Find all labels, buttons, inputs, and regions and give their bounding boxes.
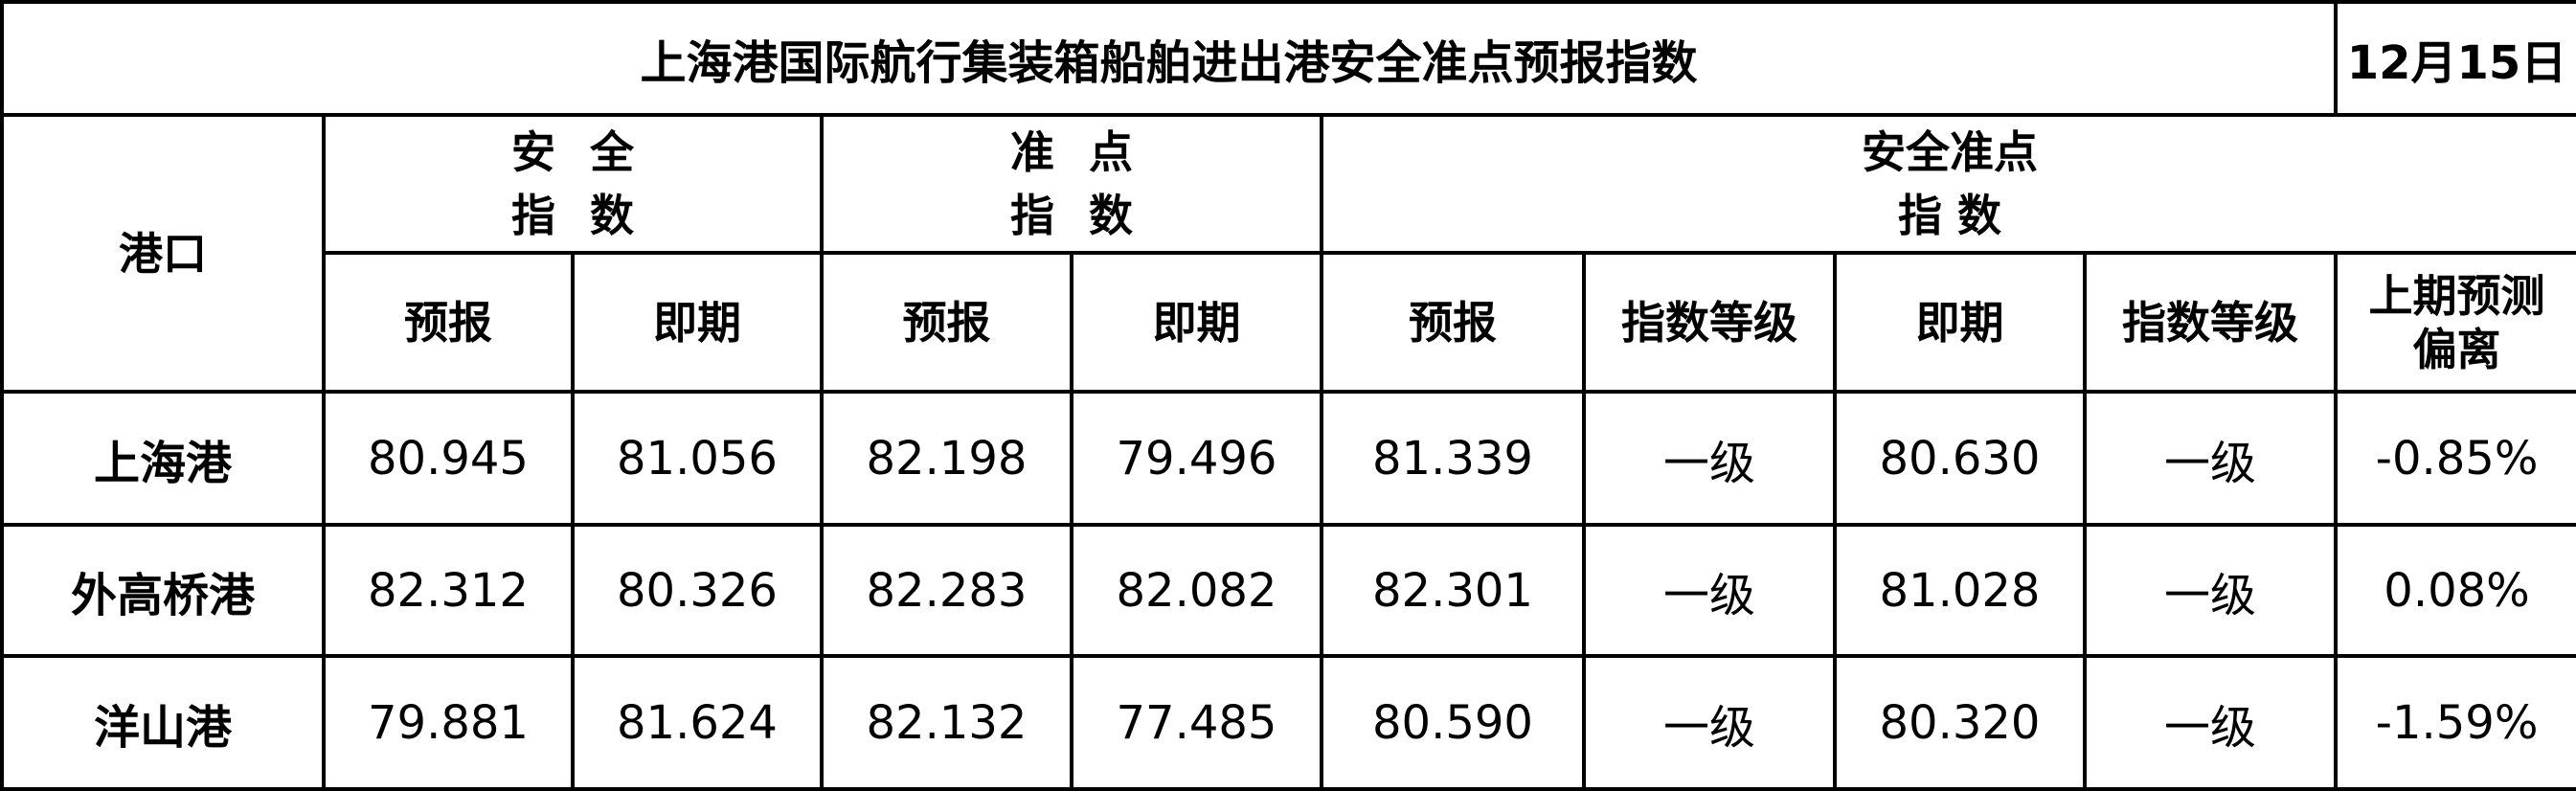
header-current-grade: 指数等级	[2082, 251, 2339, 394]
header-deviation-line2: 偏离	[2412, 323, 2501, 375]
combined-forecast: 81.339	[1320, 390, 1586, 527]
header-deviation: 上期预测 偏离	[2334, 251, 2576, 394]
header-combined-current: 即期	[1833, 251, 2087, 394]
current-grade: 一级	[2082, 390, 2339, 527]
port-name: 外高桥港	[0, 523, 326, 658]
current-grade: 一级	[2082, 654, 2339, 791]
safety-current: 81.624	[571, 654, 824, 791]
port-name: 洋山港	[0, 654, 326, 791]
safety-forecast: 80.945	[322, 390, 575, 527]
table-row: 洋山港 79.881 81.624 82.132 77.485 80.590 一…	[0, 654, 2576, 791]
header-punctual-line2: 指数	[1010, 190, 1167, 241]
deviation: 0.08%	[2334, 523, 2576, 658]
header-safety-line2: 指数	[511, 190, 668, 241]
forecast-grade: 一级	[1582, 523, 1837, 658]
header-combined-forecast: 预报	[1320, 251, 1586, 394]
port-name: 上海港	[0, 390, 326, 527]
deviation: -0.85%	[2334, 390, 2576, 527]
safety-forecast: 79.881	[322, 654, 575, 791]
punctual-forecast: 82.283	[820, 523, 1073, 658]
punctual-current: 82.082	[1070, 523, 1323, 658]
header-combined-line1: 安全准点	[1862, 126, 2039, 178]
header-safety-forecast: 预报	[322, 251, 575, 394]
header-punctual-line1: 准点	[1010, 126, 1167, 178]
combined-current: 80.630	[1833, 390, 2087, 527]
safety-current: 81.056	[571, 390, 824, 527]
table-row: 上海港 80.945 81.056 82.198 79.496 81.339 一…	[0, 390, 2576, 527]
combined-forecast: 82.301	[1320, 523, 1586, 658]
header-punctual-forecast: 预报	[820, 251, 1073, 394]
table-title: 上海港国际航行集装箱船舶进出港安全准点预报指数	[0, 0, 2339, 117]
punctual-forecast: 82.198	[820, 390, 1073, 527]
header-forecast-grade: 指数等级	[1582, 251, 1837, 394]
combined-forecast: 80.590	[1320, 654, 1586, 791]
safety-current: 80.326	[571, 523, 824, 658]
forecast-grade: 一级	[1582, 654, 1837, 791]
table-row: 外高桥港 82.312 80.326 82.283 82.082 82.301 …	[0, 523, 2576, 658]
header-safety-line1: 安全	[511, 126, 668, 178]
punctual-forecast: 82.132	[820, 654, 1073, 791]
punctual-current: 77.485	[1070, 654, 1323, 791]
current-grade: 一级	[2082, 523, 2339, 658]
header-combined-index: 安全准点 指 数	[1319, 113, 2576, 255]
header-combined-line2: 指 数	[1898, 190, 2002, 241]
header-port: 港口	[0, 113, 326, 394]
header-safety-index: 安全 指数	[322, 113, 824, 255]
combined-current: 80.320	[1833, 654, 2087, 791]
forecast-grade: 一级	[1582, 390, 1837, 527]
report-date: 12月15日	[2334, 0, 2576, 117]
punctual-current: 79.496	[1070, 390, 1323, 527]
combined-current: 81.028	[1833, 523, 2087, 658]
header-punctual-current: 即期	[1070, 251, 1323, 394]
header-deviation-line1: 上期预测	[2368, 269, 2545, 322]
safety-forecast: 82.312	[322, 523, 575, 658]
deviation: -1.59%	[2334, 654, 2576, 791]
header-punctual-index: 准点 指数	[820, 113, 1323, 255]
header-safety-current: 即期	[571, 251, 824, 394]
